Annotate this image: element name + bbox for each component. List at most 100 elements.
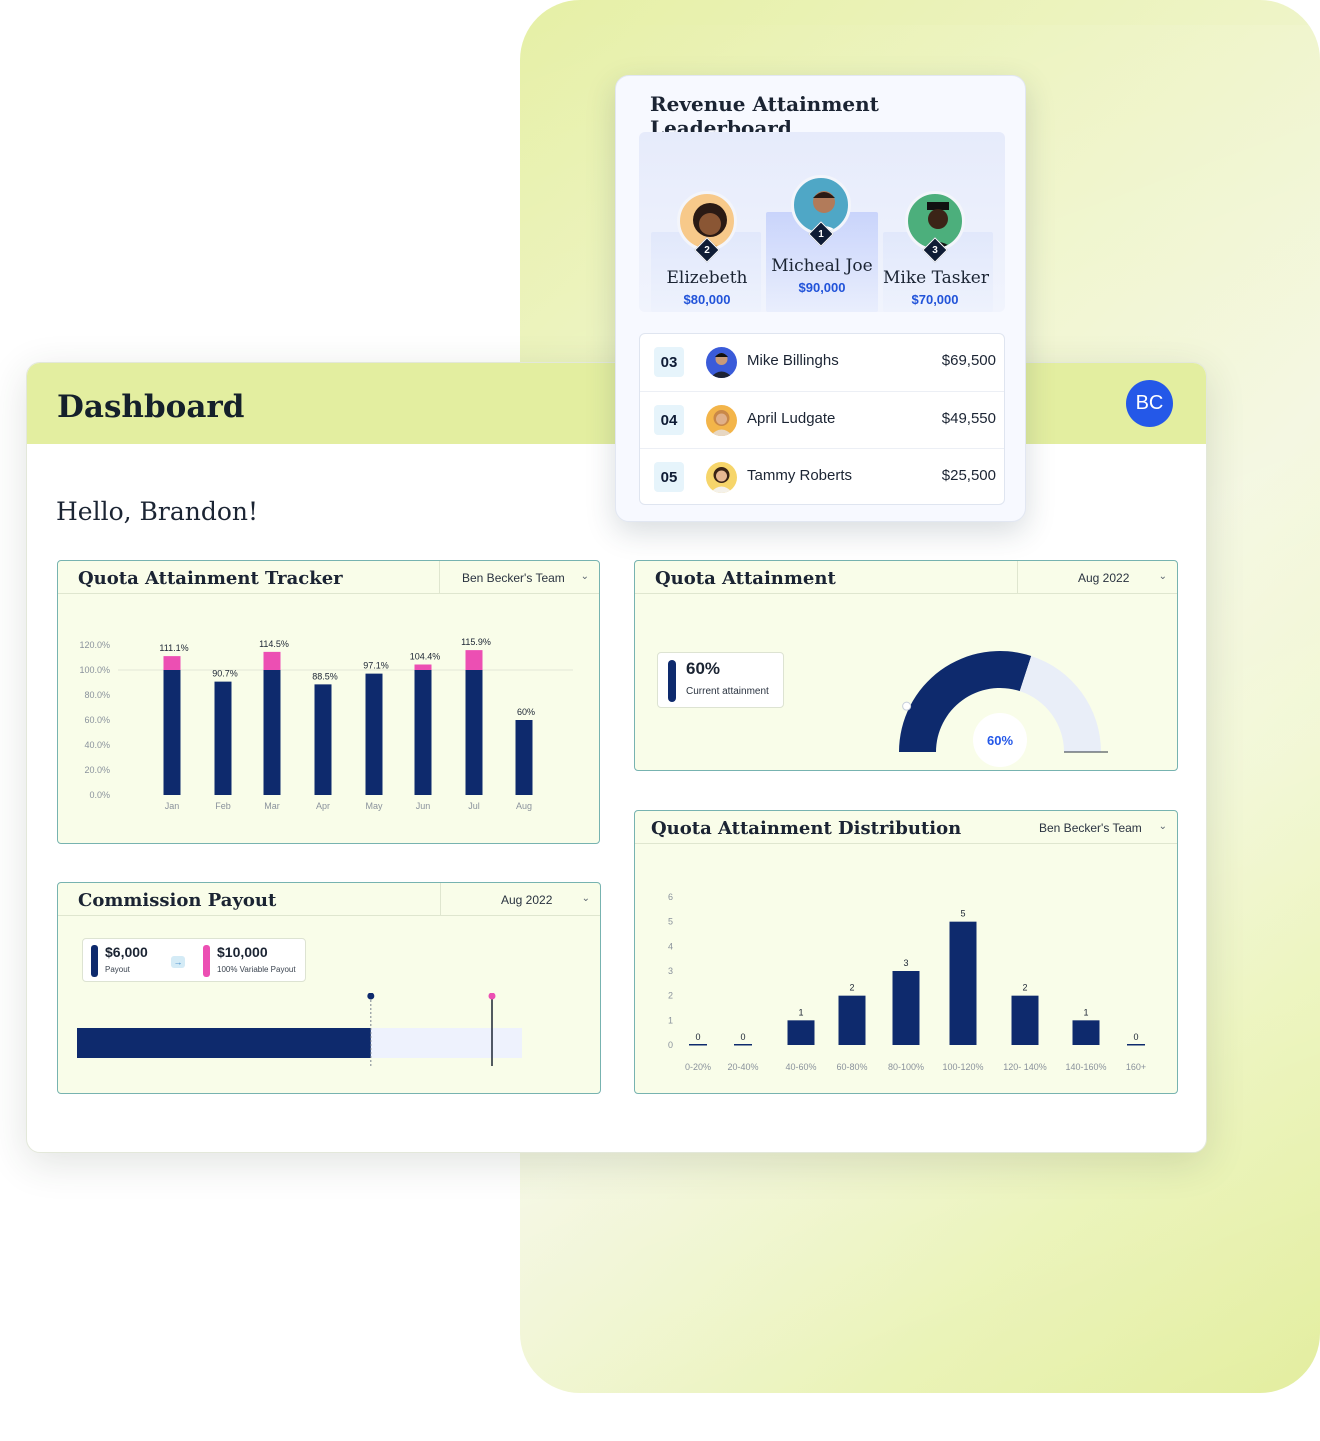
x-tick-label: 0-20%: [685, 1062, 711, 1072]
data-label: 2: [849, 983, 854, 993]
y-tick-label: 6: [668, 892, 673, 902]
payout-progress-bar: [77, 993, 522, 1066]
progress-fill: [77, 1028, 371, 1058]
bar: [1011, 995, 1039, 1045]
page-title: Dashboard: [57, 389, 245, 425]
team-filter-dropdown[interactable]: Ben Becker's Team ⌄: [439, 561, 599, 594]
list-amount: $69,500: [941, 352, 996, 369]
bar-over-quota: [163, 656, 181, 670]
payout-label: Payout: [105, 965, 130, 974]
dropdown-value: Aug 2022: [501, 892, 553, 907]
data-label: 5: [960, 909, 965, 919]
team-filter-dropdown[interactable]: Ben Becker's Team ⌄: [1017, 811, 1177, 844]
podium-name: Micheal Joe: [771, 256, 873, 276]
month-filter-dropdown[interactable]: Aug 2022 ⌄: [1017, 561, 1177, 594]
attainment-color-marker: [668, 660, 676, 702]
data-label: 104.4%: [410, 652, 441, 662]
payout-marker-dot: [367, 993, 375, 1000]
x-tick-label: 120- 140%: [1003, 1062, 1047, 1072]
data-label: 88.5%: [312, 671, 338, 681]
list-name: April Ludgate: [747, 410, 836, 427]
data-label: 2: [1022, 983, 1027, 993]
person-icon: [710, 467, 733, 493]
data-label: 97.1%: [363, 661, 389, 671]
y-tick-label: 3: [668, 966, 673, 976]
chevron-down-icon: ⌄: [1158, 571, 1167, 582]
data-label: 60%: [517, 707, 535, 717]
rank-badge: 04: [654, 405, 684, 435]
variable-payout-label: 100% Variable Payout: [217, 965, 296, 974]
payout-value: $6,000: [105, 944, 148, 960]
attainment-value: 60%: [686, 659, 721, 678]
data-label: 1: [798, 1007, 803, 1017]
data-label: 114.5%: [259, 639, 289, 649]
user-avatar[interactable]: BC: [1126, 380, 1173, 427]
card-header: Quota Attainment Distribution Ben Becker…: [635, 811, 1177, 844]
x-tick-label: 20-40%: [727, 1062, 758, 1072]
payout-color-marker: [91, 945, 98, 977]
y-tick-label: 2: [668, 991, 673, 1001]
data-label: 90.7%: [212, 669, 238, 679]
x-tick-label: Aug: [516, 801, 532, 811]
data-label: 111.1%: [159, 643, 188, 653]
y-tick-label: 20.0%: [84, 765, 110, 775]
list-item[interactable]: 03 Mike Billinghs $69,500: [640, 334, 1004, 391]
bar: [734, 1044, 752, 1046]
rank-badge: 03: [654, 347, 684, 377]
podium-amount: $70,000: [911, 292, 959, 307]
dropdown-value: Ben Becker's Team: [462, 570, 565, 585]
leaderboard-list: 03 Mike Billinghs $69,500 04 April Ludga…: [639, 333, 1005, 505]
gauge-value: 60%: [987, 733, 1013, 748]
leaderboard-card: Revenue Attainment Leaderboard 2 Elizebe…: [615, 75, 1026, 522]
gauge-filled-arc: [899, 651, 1032, 752]
x-tick-label: 100-120%: [942, 1062, 983, 1072]
bar: [838, 995, 866, 1045]
attainment-summary: 60% Current attainment: [657, 652, 784, 708]
data-label: 1: [1083, 1007, 1088, 1017]
x-tick-label: May: [365, 801, 383, 811]
list-amount: $25,500: [941, 467, 996, 484]
y-tick-label: 60.0%: [84, 715, 110, 725]
greeting-text: Hello, Brandon!: [56, 497, 259, 526]
bar: [263, 670, 281, 795]
variable-payout-value: $10,000: [217, 944, 268, 960]
gauge-knob: [902, 701, 912, 711]
y-tick-label: 80.0%: [84, 690, 110, 700]
attainment-gauge: 60%: [899, 651, 1108, 767]
card-title: Quota Attainment Tracker: [78, 568, 343, 589]
rank-number: 3: [932, 244, 938, 256]
card-title: Quota Attainment Distribution: [651, 818, 962, 839]
rank-number: 1: [818, 228, 824, 240]
variable-marker-dot: [488, 993, 496, 1000]
month-filter-dropdown[interactable]: Aug 2022 ⌄: [440, 883, 600, 916]
distribution-chart: 0 1 2 3 4 5 6 0 0-20% 0 20-40% 1 40-60% 2 60-80% 3 80-10…: [668, 892, 1146, 1072]
x-tick-label: Apr: [316, 801, 330, 811]
bar: [515, 720, 533, 795]
card-header: Commission Payout Aug 2022 ⌄: [58, 883, 600, 916]
list-name: Mike Billinghs: [747, 352, 839, 369]
podium-amount: $80,000: [683, 292, 731, 307]
gauge-remaining-arc: [1019, 655, 1101, 752]
bar: [414, 670, 432, 795]
attainment-label: Current attainment: [686, 686, 769, 697]
x-tick-label: Jan: [165, 801, 180, 811]
person-icon: [710, 410, 733, 436]
bar: [892, 971, 920, 1045]
bar: [1127, 1044, 1145, 1046]
commission-payout-card: Commission Payout Aug 2022 ⌄ $6,000 Payo…: [57, 882, 601, 1094]
list-name: Tammy Roberts: [747, 467, 853, 484]
chevron-down-icon: ⌄: [580, 571, 589, 582]
y-tick-label: 4: [668, 941, 673, 951]
bar: [465, 670, 483, 795]
list-item[interactable]: 05 Tammy Roberts $25,500: [640, 448, 1004, 505]
podium-name: Elizebeth: [666, 268, 748, 288]
bar: [1072, 1020, 1100, 1045]
bar: [163, 670, 181, 795]
x-tick-label: 40-60%: [785, 1062, 816, 1072]
rank-number: 2: [704, 244, 710, 256]
data-label: 0: [1133, 1032, 1138, 1042]
y-tick-label: 40.0%: [84, 740, 110, 750]
chevron-down-icon: ⌄: [581, 893, 590, 904]
list-item[interactable]: 04 April Ludgate $49,550: [640, 391, 1004, 448]
x-tick-label: 60-80%: [836, 1062, 867, 1072]
